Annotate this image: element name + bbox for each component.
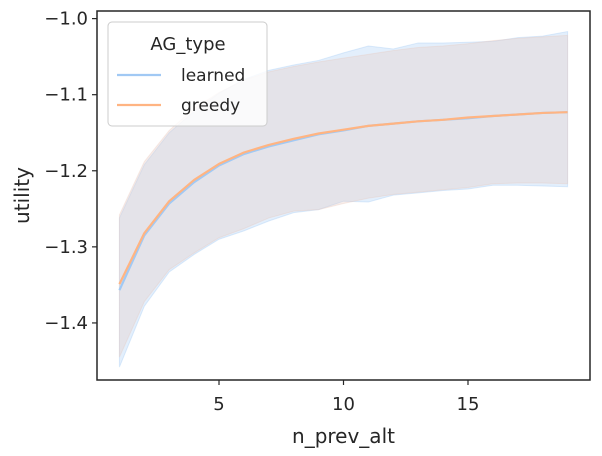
y-tick-label: −1.0 [44,9,88,30]
x-tick-label: 5 [213,394,224,415]
y-axis-ticks: −1.4 −1.3 −1.2 −1.1 −1.0 [44,9,97,334]
y-tick-label: −1.3 [44,237,88,258]
legend-entries: learned greedy [117,66,245,116]
y-tick-label: −1.4 [44,313,88,334]
y-axis-label: utility [10,167,34,224]
y-tick-label: −1.1 [44,85,88,106]
y-tick-label: −1.2 [44,161,88,182]
legend-title: AG_type [150,34,225,55]
legend-label-learned: learned [181,66,245,86]
legend-label-greedy: greedy [181,96,240,116]
legend: AG_type learned greedy [107,21,268,127]
x-axis-ticks: 5 10 15 [213,380,479,415]
legend-box [107,21,268,127]
x-tick-label: 10 [332,394,355,415]
x-tick-label: 15 [457,394,480,415]
series-line-greedy [118,111,568,285]
x-axis-label: n_prev_alt [292,424,395,448]
series-lines [118,111,568,291]
